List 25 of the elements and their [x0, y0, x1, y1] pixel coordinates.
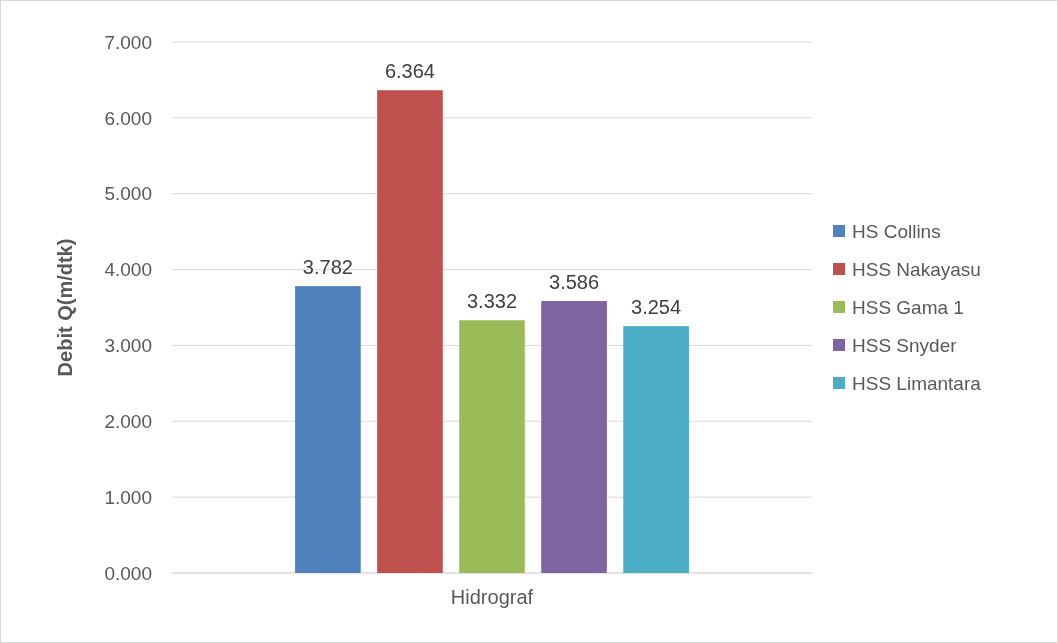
- data-label: 6.364: [384, 60, 435, 83]
- data-label: 3.332: [466, 290, 518, 313]
- y-tick-label: 2.000: [104, 410, 152, 432]
- y-tick-label: 5.000: [104, 183, 152, 205]
- legend-label: HS Collins: [852, 220, 941, 242]
- data-label: 3.586: [549, 270, 600, 293]
- data-label: 3.782: [302, 256, 353, 279]
- legend-label: HSS Gama 1: [852, 296, 964, 318]
- bar: [541, 300, 607, 573]
- legend-label: HSS Limantara: [852, 372, 982, 394]
- legend-label: HSS Snyder: [852, 334, 958, 356]
- data-label: 3.254: [631, 296, 682, 319]
- y-axis-title: Debit Q(m/dtk): [54, 238, 76, 377]
- bar: [623, 326, 689, 573]
- bar: [377, 90, 443, 573]
- y-tick-label: 3.000: [104, 335, 152, 357]
- y-tick-label: 1.000: [104, 486, 152, 508]
- bar: [295, 286, 361, 573]
- y-tick-label: 4.000: [104, 259, 152, 281]
- y-tick-label: 0.000: [104, 562, 152, 584]
- bar: [459, 320, 525, 573]
- x-tick-label: Hidrograf: [450, 586, 534, 608]
- legend-label: HSS Nakayasu: [852, 258, 981, 280]
- y-tick-label: 6.000: [104, 107, 152, 129]
- y-tick-label: 7.000: [104, 31, 152, 53]
